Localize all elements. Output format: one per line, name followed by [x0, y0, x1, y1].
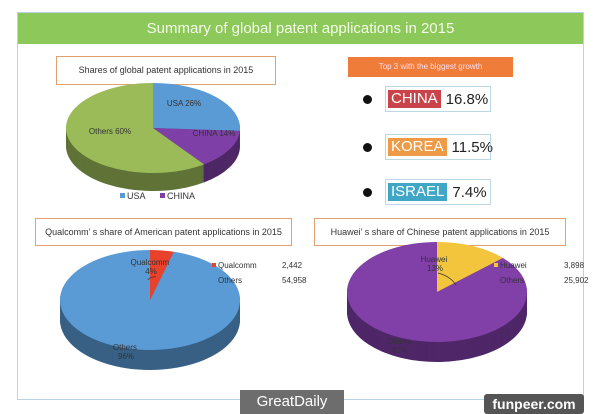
legend-swatch [120, 193, 125, 198]
country-tag: CHINA [388, 90, 441, 108]
slice-label: Qualcomm 4% [131, 258, 172, 276]
chart2-title: Qualcomm’ s share of American patent app… [35, 218, 292, 246]
legend-swatch [160, 193, 165, 198]
legend-label: Qualcomm [218, 261, 257, 270]
country-tag: KOREA [388, 138, 447, 156]
legend-swatch [212, 263, 216, 267]
pie-chart-3: Huawei 13% Others 87% [347, 242, 528, 362]
page-title: Summary of global patent applications in… [18, 13, 583, 44]
growth-item: ISRAEL 7.4% [363, 179, 491, 205]
growth-value: 11.5% [451, 138, 493, 156]
slice-label: CHINA 14% [193, 129, 236, 138]
slice-label: Others 87% [387, 337, 413, 355]
pie-slice-qualcomm [150, 250, 174, 300]
legend-label: Others [218, 276, 242, 285]
pie-slice-others [65, 83, 205, 173]
legend-label: USA [127, 191, 146, 201]
growth-item: KOREA 11.5% [363, 134, 493, 160]
slice-label: Others 96% [113, 343, 139, 361]
legend-label: Huawei [500, 261, 527, 270]
growth-title: Top 3 with the biggest growth [348, 57, 513, 77]
pie-chart-2: Qualcomm 4% Others 96% [59, 250, 241, 370]
pie-slice-others [347, 242, 527, 342]
bullet-icon [363, 94, 372, 104]
pie-chart-1: USA 26% CHINA 14% Others 60% [65, 83, 240, 191]
legend-value: 25,902 [564, 276, 589, 285]
watermark-funpeer: funpeer.com [484, 394, 584, 414]
pie-slice-china [153, 128, 240, 165]
growth-item: CHINA 16.8% [363, 86, 491, 112]
leader-line [147, 276, 157, 281]
legend-value: 3,898 [564, 261, 585, 270]
legend-value: 2,442 [282, 261, 303, 270]
pie-slice-usa [153, 83, 240, 131]
country-tag: ISRAEL [388, 183, 448, 201]
watermark-greatdaily: GreatDaily [240, 390, 344, 414]
slice-label: USA 26% [167, 99, 201, 108]
pie-slice-huawei [437, 242, 503, 292]
infographic-panel: Summary of global patent applications in… [17, 12, 584, 400]
bullet-icon [363, 142, 372, 152]
slice-label: Huawei 13% [421, 255, 450, 273]
pie-slice-others [59, 250, 240, 350]
growth-value: 16.8% [445, 90, 489, 108]
legend-label: Others [500, 276, 524, 285]
legend-swatch [494, 278, 498, 282]
legend-value: 54,958 [282, 276, 307, 285]
slice-label: Others 60% [89, 127, 131, 136]
leader-line [437, 272, 457, 286]
legend-label: CHINA [167, 191, 195, 201]
chart3-title: Huawei’ s share of Chinese patent applic… [314, 218, 566, 246]
bullet-icon [363, 187, 372, 197]
legend-swatch [212, 278, 216, 282]
legend-swatch [494, 263, 498, 267]
growth-value: 7.4% [452, 183, 487, 201]
